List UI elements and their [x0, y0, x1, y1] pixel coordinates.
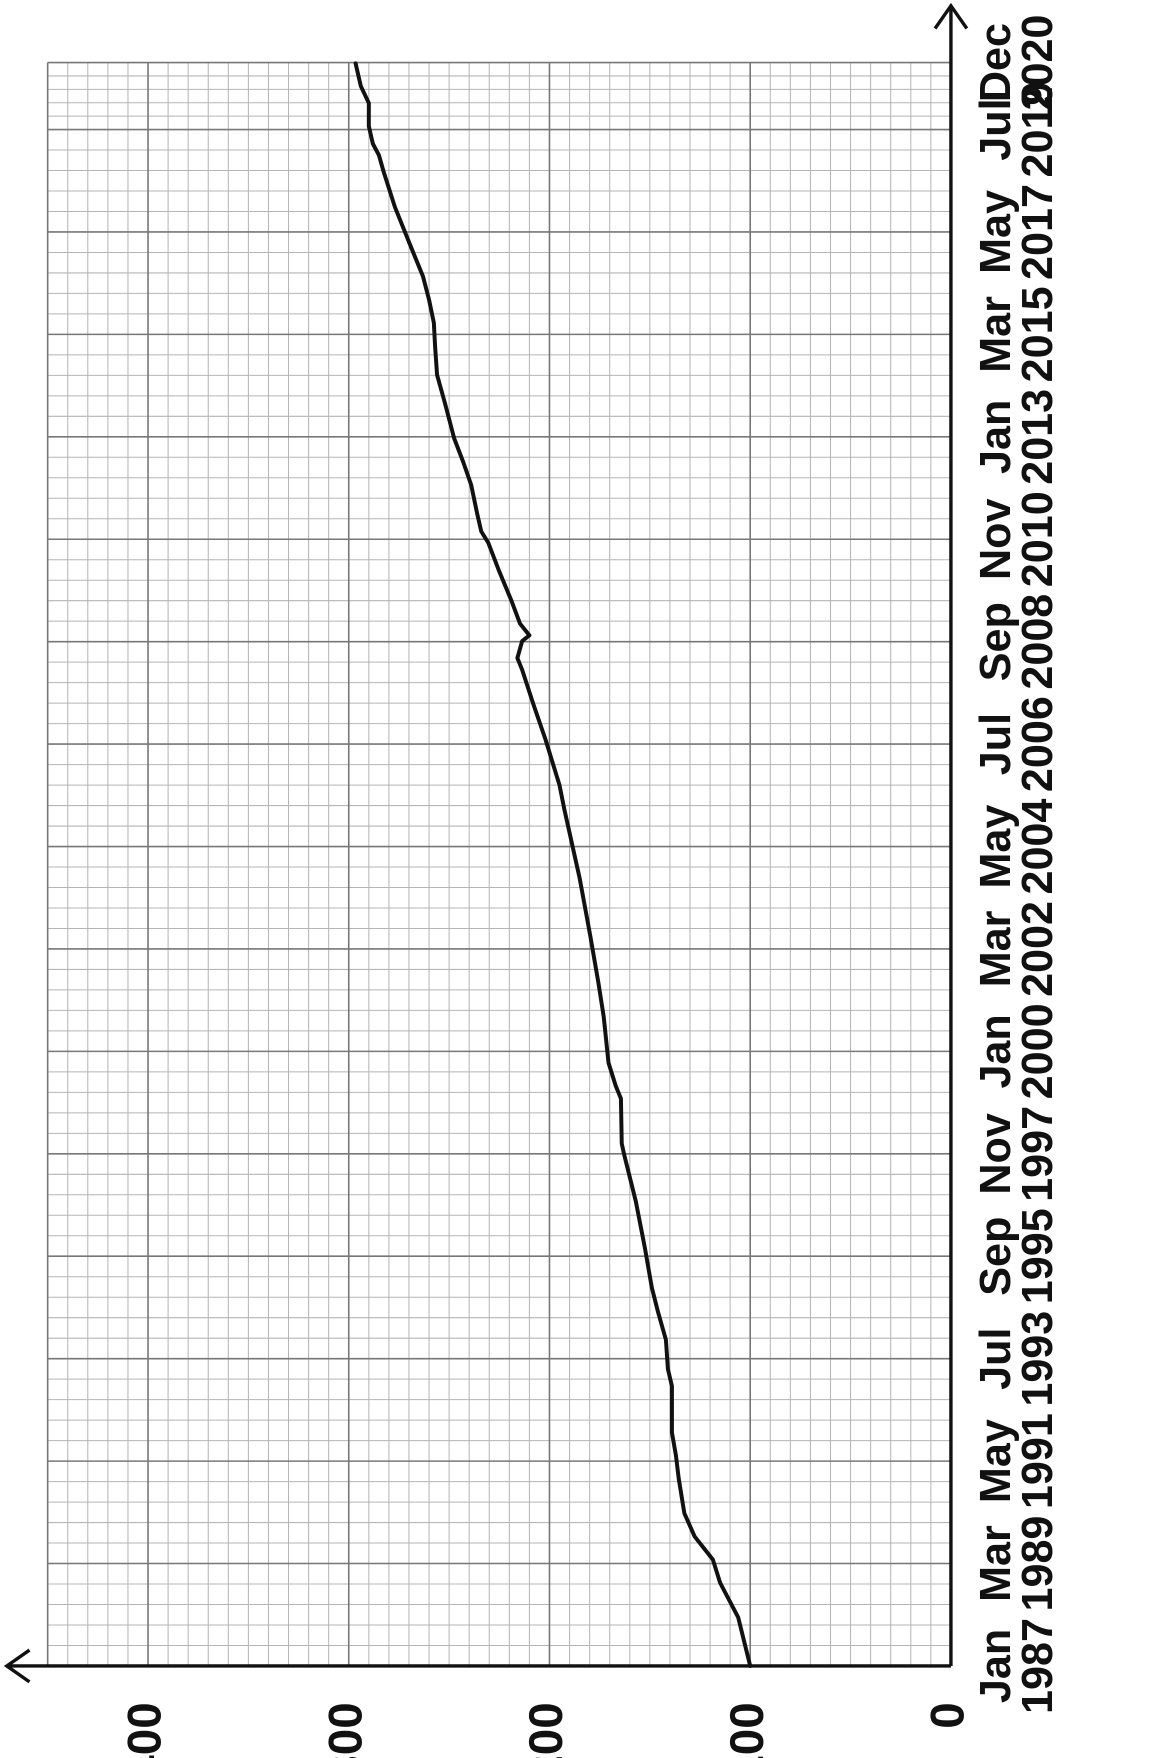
y-tick-label: 0: [922, 1702, 975, 1729]
y-axis-arrow: [3, 1648, 31, 1684]
data-line: [353, 61, 753, 1668]
x-tick-label-box: Dec 2020: [975, 14, 1063, 111]
y-tick-label: 400: [119, 1702, 172, 1758]
y-tick-label: 300: [319, 1702, 372, 1758]
x-tick-label: Dec 2020: [975, 14, 1063, 111]
y-tick-label: 100: [721, 1702, 774, 1758]
x-axis-arrow: [933, 2, 969, 30]
y-tick-label: 200: [520, 1702, 573, 1758]
